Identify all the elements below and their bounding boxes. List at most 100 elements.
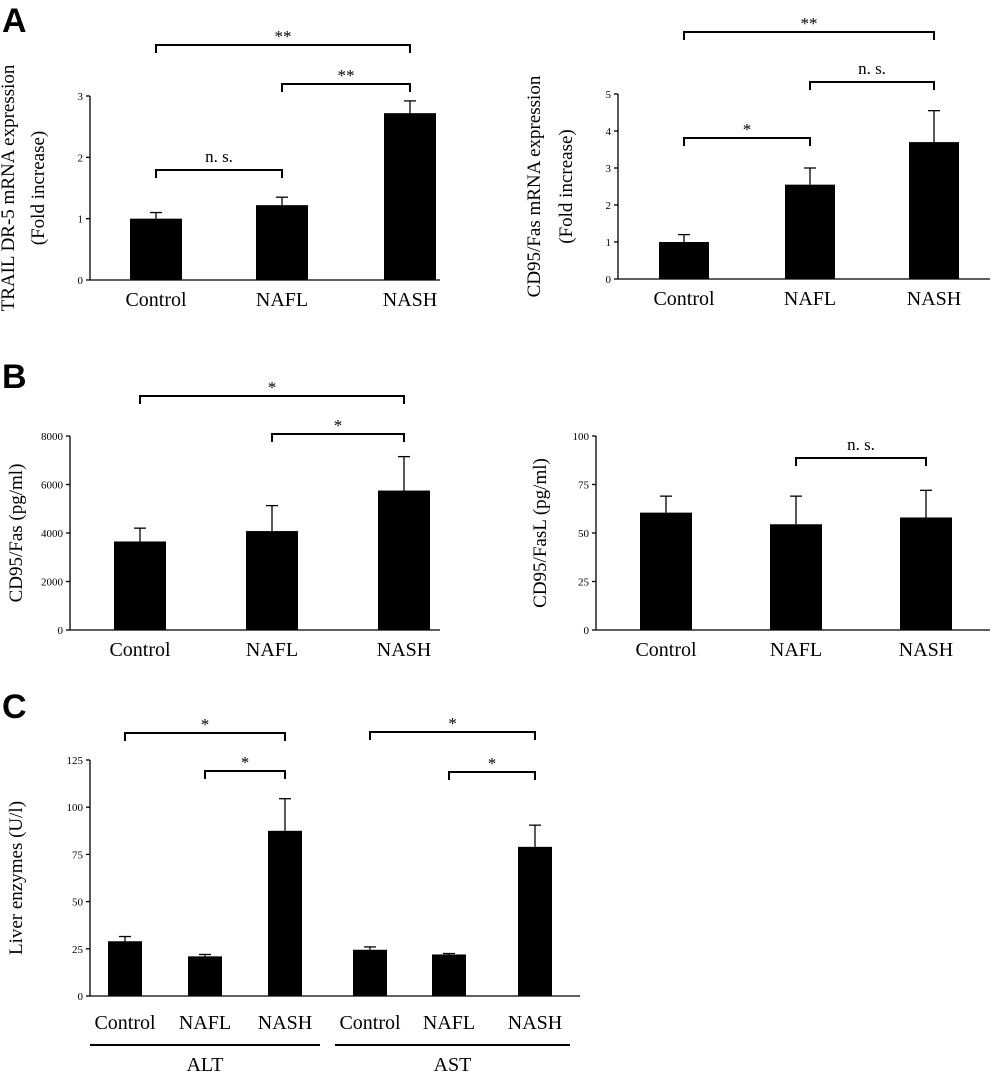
bar xyxy=(770,524,822,630)
category-label: Control xyxy=(339,1012,401,1034)
significance-label: * xyxy=(488,754,497,773)
panel-letter-c: C xyxy=(2,688,27,726)
y-tick-label: 5 xyxy=(606,89,612,101)
y-axis-label: TRAIL DR-5 mRNA expression xyxy=(0,64,19,311)
bar xyxy=(246,531,298,630)
y-tick-label: 3 xyxy=(78,91,84,103)
significance-label: * xyxy=(268,378,277,397)
y-axis-label: CD95/Fas (pg/ml) xyxy=(6,464,27,603)
category-label: NASH xyxy=(899,639,953,661)
y-tick-label: 3 xyxy=(606,163,612,175)
category-label: Control xyxy=(125,289,187,311)
bar xyxy=(384,113,436,280)
y-axis-label: (Fold increase) xyxy=(556,129,577,243)
category-label: NAFL xyxy=(423,1012,475,1034)
y-tick-label: 75 xyxy=(72,849,84,861)
category-label: Control xyxy=(109,639,171,661)
y-tick-label: 2 xyxy=(606,200,612,212)
y-tick-label: 6000 xyxy=(41,480,64,492)
chart-a-right: 0 1 2 3 4 5 CD95/Fas mRNA expression (Fold incr… xyxy=(524,14,990,310)
y-tick-label: 0 xyxy=(78,991,84,1003)
bar xyxy=(114,541,166,630)
chart-b-right: 0 25 50 75 100 CD95/FasL (pg/ml) Control NAFL NA… xyxy=(530,431,990,661)
significance-label: ** xyxy=(275,27,292,46)
significance-label: n. s. xyxy=(205,147,233,166)
chart-a-left: 0 1 2 3 TRAIL DR-5 mRNA expression (Fold incr… xyxy=(0,27,440,311)
significance-label: * xyxy=(448,714,457,733)
bar xyxy=(108,941,142,996)
bar xyxy=(432,954,466,996)
y-tick-label: 4000 xyxy=(41,528,64,540)
y-axis-label: (Fold increase) xyxy=(28,131,49,245)
significance-bracket xyxy=(139,395,405,404)
y-tick-label: 0 xyxy=(606,274,612,286)
category-label: NAFL xyxy=(770,639,822,661)
category-label: NAFL xyxy=(179,1012,231,1034)
y-tick-label: 1 xyxy=(78,214,84,226)
y-tick-label: 8000 xyxy=(41,431,64,443)
bar xyxy=(785,184,835,279)
chart-c: 0 25 50 75 100 125 Liver enzymes (U/l) Control N… xyxy=(6,714,580,1076)
bar xyxy=(256,205,308,280)
significance-label: n. s. xyxy=(847,435,875,454)
y-axis-label: CD95/FasL (pg/ml) xyxy=(530,458,551,608)
y-tick-label: 2000 xyxy=(41,577,64,589)
bar xyxy=(909,142,959,279)
category-label: NASH xyxy=(377,639,431,661)
category-label: NAFL xyxy=(784,288,836,310)
y-tick-label: 125 xyxy=(67,755,84,767)
category-label: Control xyxy=(653,288,715,310)
significance-label: n. s. xyxy=(858,59,886,78)
y-tick-label: 2 xyxy=(78,152,84,164)
significance-bracket xyxy=(795,457,927,466)
significance-bracket xyxy=(204,770,286,779)
significance-bracket xyxy=(369,731,536,740)
bar xyxy=(659,242,709,279)
category-label: NAFL xyxy=(256,289,308,311)
bar xyxy=(518,846,552,996)
y-tick-label: 100 xyxy=(573,431,590,443)
panel-letter-a: A xyxy=(2,2,27,40)
significance-bracket xyxy=(809,81,935,90)
y-tick-label: 0 xyxy=(78,275,84,287)
category-label: NAFL xyxy=(246,639,298,661)
significance-label: * xyxy=(241,753,250,772)
significance-bracket xyxy=(683,31,935,40)
y-axis-label: Liver enzymes (U/l) xyxy=(6,801,27,955)
group-label: ALT xyxy=(186,1054,223,1076)
group-label: AST xyxy=(434,1054,472,1076)
bar xyxy=(353,949,387,996)
y-tick-label: 100 xyxy=(67,802,84,814)
y-tick-label: 50 xyxy=(72,897,84,909)
bar xyxy=(640,512,692,630)
category-label: NASH xyxy=(258,1012,312,1034)
bar xyxy=(188,956,222,996)
significance-label: * xyxy=(743,120,752,139)
category-label: Control xyxy=(94,1012,156,1034)
y-tick-label: 0 xyxy=(58,625,64,637)
panel-letter-b: B xyxy=(2,358,27,396)
bar xyxy=(378,490,430,630)
y-tick-label: 25 xyxy=(72,944,84,956)
y-tick-label: 50 xyxy=(578,528,590,540)
significance-label: ** xyxy=(801,14,818,33)
y-axis-label: CD95/Fas mRNA expression xyxy=(524,75,545,297)
significance-bracket xyxy=(155,44,411,53)
bar xyxy=(130,218,182,280)
bar xyxy=(268,830,302,996)
significance-bracket xyxy=(683,137,811,146)
y-tick-label: 75 xyxy=(578,480,590,492)
significance-label: ** xyxy=(338,66,355,85)
significance-bracket xyxy=(281,83,411,92)
category-label: NASH xyxy=(907,288,961,310)
charts-layer: 0 1 2 3 TRAIL DR-5 mRNA expression (Fold incr… xyxy=(0,14,990,1076)
y-tick-label: 0 xyxy=(584,625,590,637)
chart-b-left: 0 2000 4000 6000 8000 CD95/Fas (pg/ml) Control… xyxy=(6,378,440,661)
bar xyxy=(900,517,952,630)
significance-bracket xyxy=(271,433,405,442)
significance-label: * xyxy=(334,416,343,435)
category-label: NASH xyxy=(508,1012,562,1034)
significance-bracket xyxy=(124,732,286,741)
significance-bracket xyxy=(448,771,536,780)
